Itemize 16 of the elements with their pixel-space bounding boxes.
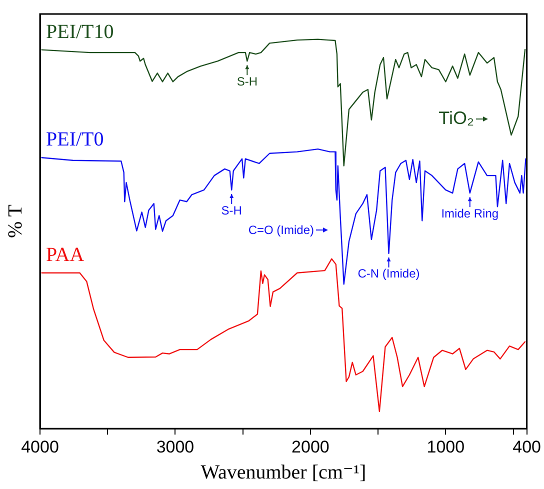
annotation: TiO₂ xyxy=(438,108,474,130)
y-axis-title: % T xyxy=(4,204,26,238)
series-label: PEI/T10 xyxy=(46,20,114,43)
annotation: Imide Ring xyxy=(441,206,499,220)
series-label: PEI/T0 xyxy=(46,128,104,151)
x-tick-label: 400 xyxy=(512,437,542,456)
annotation: C=O (Imide) xyxy=(248,222,314,237)
x-axis-title: Wavenumber [cm⁻¹] xyxy=(200,461,366,484)
x-tick-label: 2000 xyxy=(292,437,330,456)
x-tick-label: 1000 xyxy=(426,437,465,456)
x-tick-label: 4000 xyxy=(21,437,59,456)
series-label: PAA xyxy=(46,244,85,266)
x-tick-label: 3000 xyxy=(156,437,194,456)
annotation: C-N (Imide) xyxy=(358,266,420,281)
annotation: S-H xyxy=(221,203,242,218)
annotation: S-H xyxy=(236,74,258,88)
